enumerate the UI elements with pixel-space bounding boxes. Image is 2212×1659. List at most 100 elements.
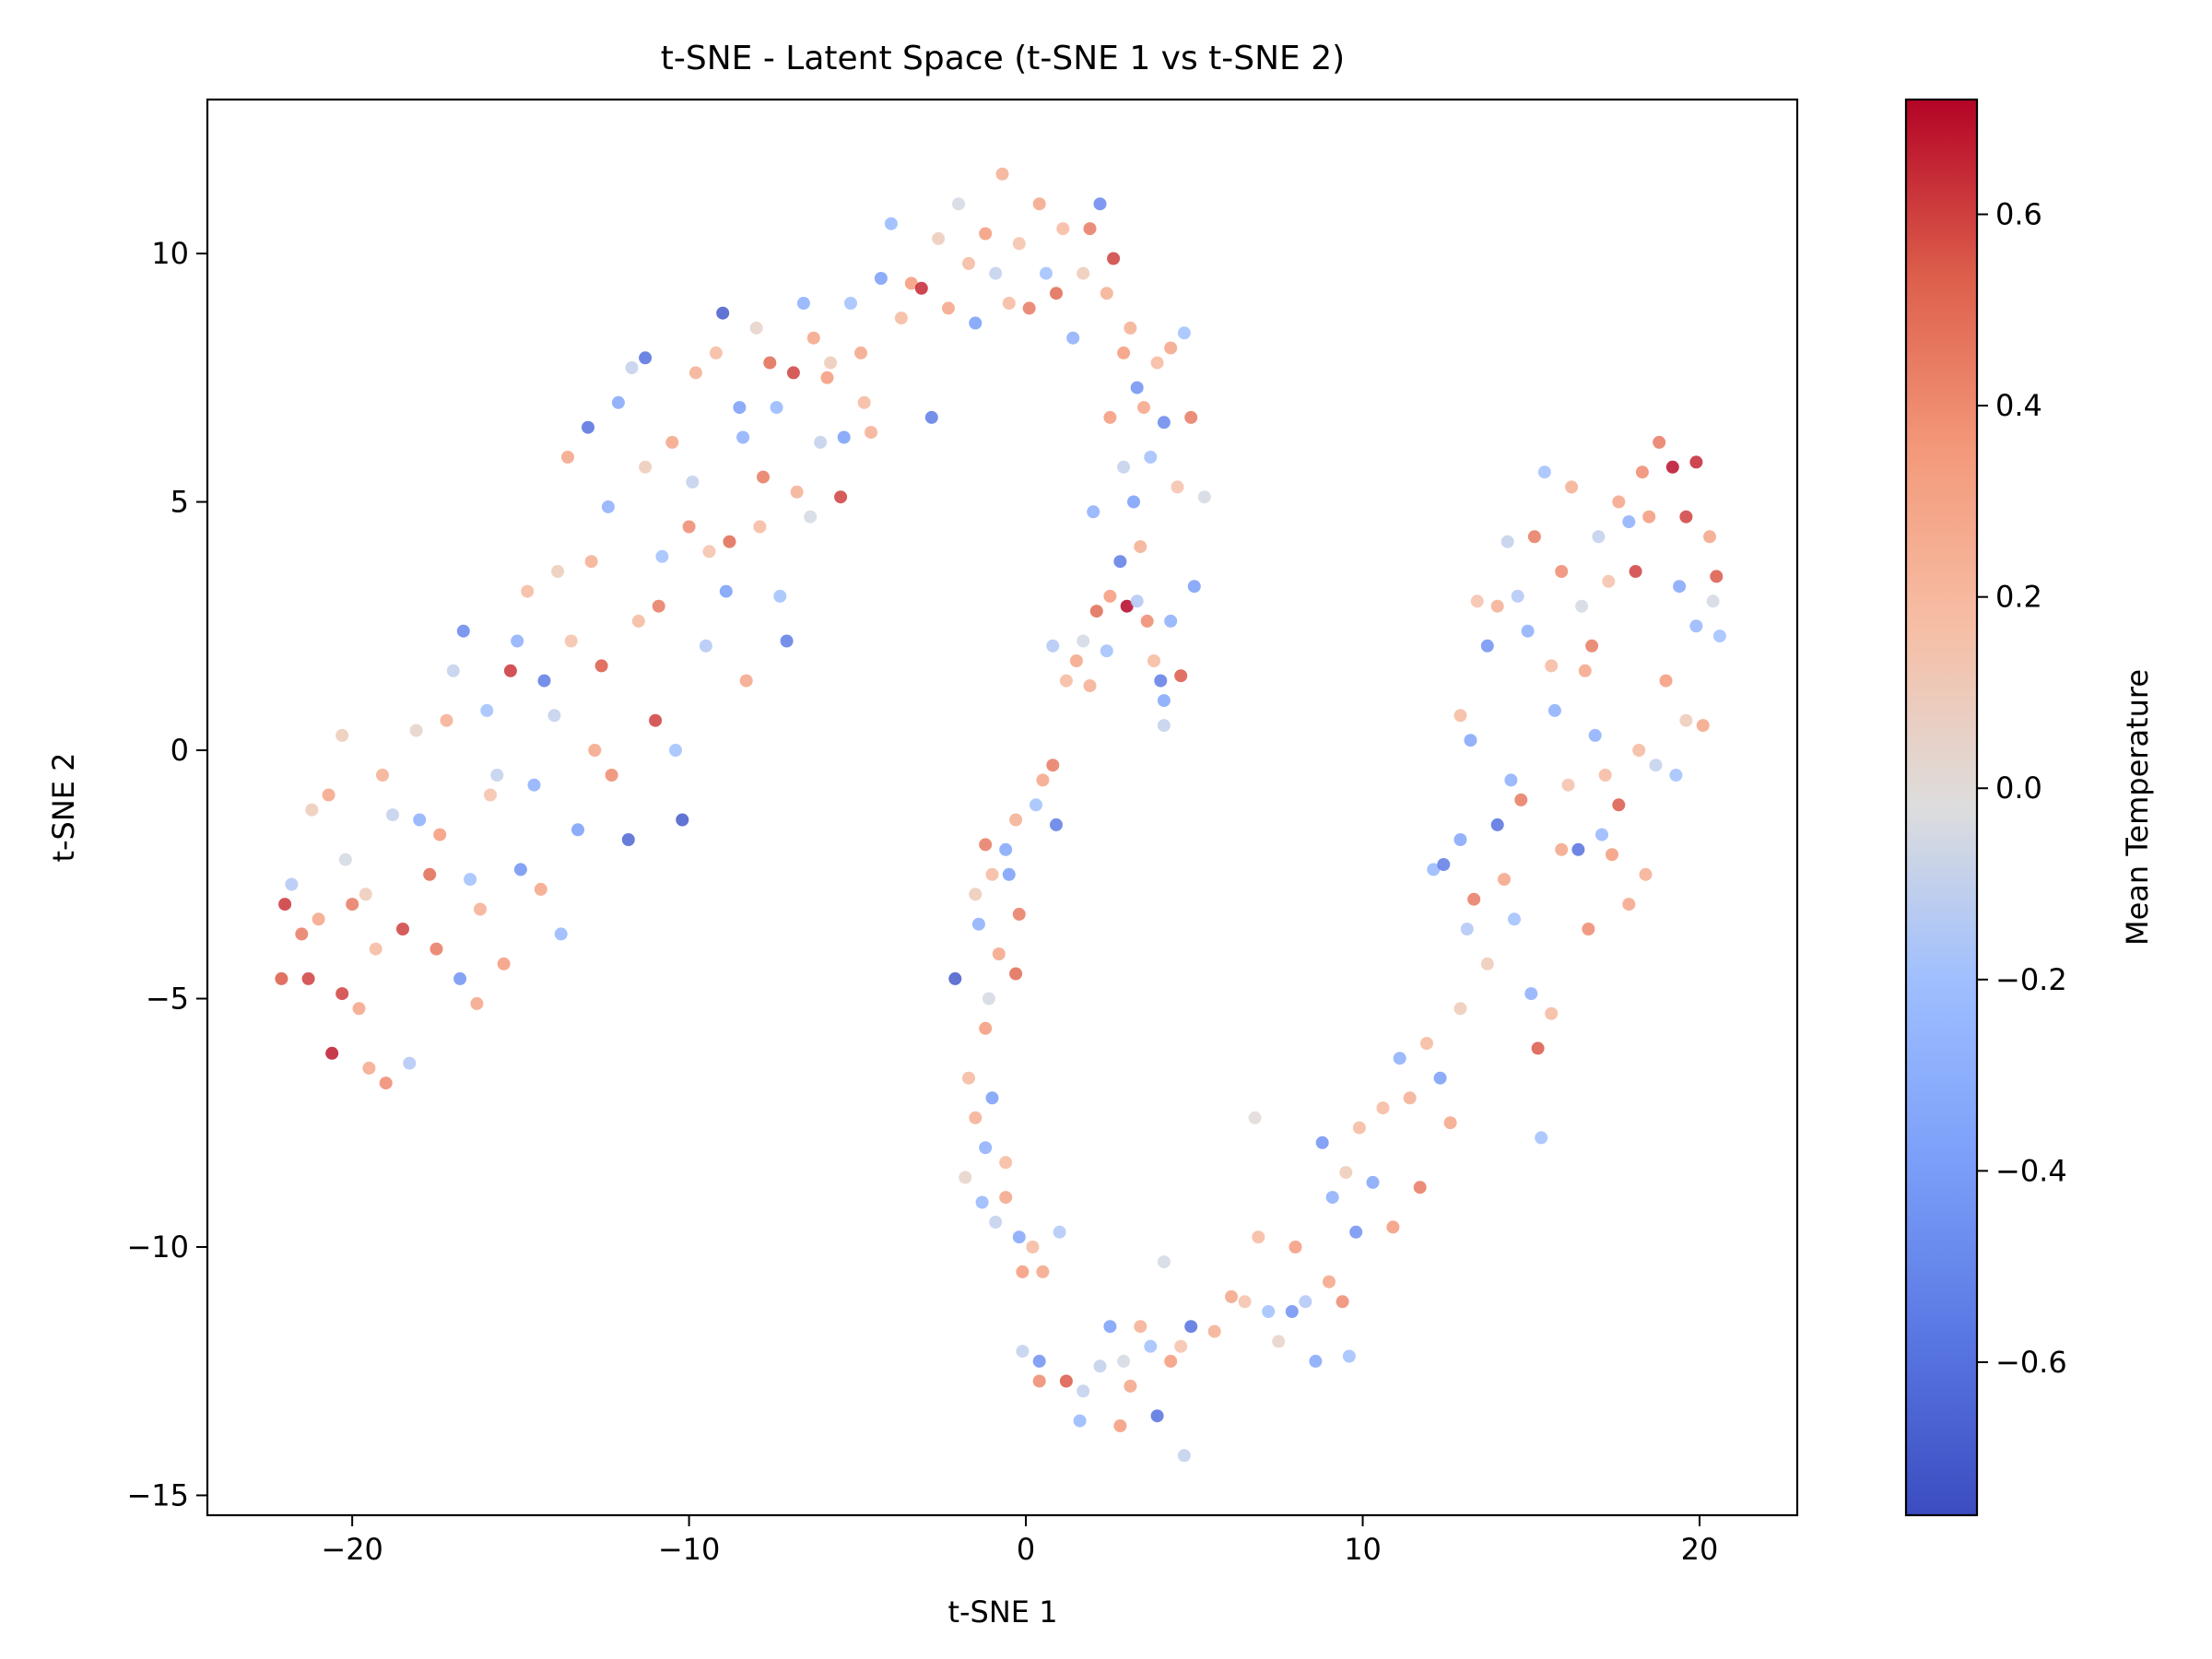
data-point: [1673, 580, 1687, 594]
data-point: [736, 430, 750, 444]
data-point: [904, 276, 918, 290]
data-point: [497, 957, 511, 971]
data-point: [753, 520, 767, 534]
data-point: [1225, 1289, 1238, 1303]
data-point: [1460, 923, 1474, 935]
data-point: [369, 942, 382, 956]
data-point: [1103, 1320, 1117, 1334]
data-point: [865, 426, 877, 440]
data-point: [665, 435, 679, 449]
data-point: [588, 744, 602, 757]
data-point: [1117, 460, 1131, 474]
data-point: [1184, 1320, 1198, 1334]
data-point: [1285, 1305, 1299, 1318]
data-point: [547, 709, 561, 723]
data-point: [335, 987, 349, 1001]
colorbar: [1904, 98, 1979, 1517]
data-point: [1703, 530, 1716, 544]
data-point: [962, 1071, 975, 1085]
data-point: [1059, 1374, 1073, 1388]
scatter-points: [275, 167, 1726, 1463]
data-point: [1696, 719, 1710, 733]
data-point: [702, 545, 716, 559]
data-point: [1113, 1419, 1127, 1432]
data-point: [749, 321, 763, 335]
data-point: [824, 356, 838, 370]
data-point: [723, 535, 736, 548]
data-point: [1403, 1091, 1417, 1105]
data-point: [1103, 589, 1117, 603]
data-point: [1056, 222, 1070, 236]
data-point: [1521, 624, 1535, 638]
data-point: [857, 395, 871, 409]
data-point: [1612, 495, 1626, 509]
data-point: [480, 703, 494, 717]
data-point: [1524, 987, 1538, 1001]
data-point: [1262, 1305, 1276, 1318]
data-point: [639, 460, 653, 474]
data-point: [1612, 798, 1626, 812]
data-point: [1480, 639, 1494, 653]
data-point: [1649, 759, 1663, 772]
data-point: [1127, 495, 1140, 509]
data-point: [362, 1061, 376, 1075]
data-point: [1022, 301, 1036, 315]
data-point: [1157, 1255, 1171, 1269]
data-point: [1453, 833, 1467, 846]
data-point: [1547, 703, 1561, 717]
data-point: [763, 356, 777, 370]
data-point: [1083, 679, 1097, 692]
data-point: [1157, 719, 1171, 733]
data-point: [971, 917, 985, 931]
data-point: [456, 624, 470, 638]
data-point: [1016, 1345, 1030, 1359]
data-point: [1171, 480, 1184, 494]
data-point: [834, 490, 848, 504]
data-point: [1588, 728, 1602, 742]
data-point: [992, 947, 1006, 960]
data-point: [1669, 769, 1683, 782]
data-point: [814, 435, 828, 449]
data-point: [780, 634, 794, 648]
data-point: [1325, 1191, 1339, 1205]
colorbar-tick-label: −0.2: [1995, 962, 2067, 997]
plot-frame: [206, 98, 1799, 1517]
data-point: [979, 1141, 993, 1155]
data-point: [733, 401, 747, 415]
data-point: [1016, 1265, 1030, 1278]
data-point: [346, 898, 359, 912]
data-point: [1349, 1225, 1363, 1239]
data-point: [1555, 842, 1569, 856]
data-point: [1622, 898, 1636, 912]
data-point: [305, 803, 319, 817]
data-point: [409, 724, 423, 737]
data-point: [564, 634, 578, 648]
data-point: [301, 971, 315, 985]
data-point: [1157, 416, 1171, 429]
data-point: [1124, 1379, 1137, 1393]
data-point: [1595, 828, 1608, 841]
data-point: [932, 231, 946, 245]
data-point: [1130, 594, 1144, 608]
data-point: [1464, 734, 1477, 747]
data-point: [757, 470, 770, 484]
data-point: [844, 297, 857, 310]
data-point: [1433, 1071, 1447, 1085]
data-point: [1453, 709, 1467, 723]
chart-title: t-SNE - Latent Space (t-SNE 1 vs t-SNE 2…: [661, 40, 1345, 77]
data-point: [1050, 818, 1063, 831]
data-point: [686, 476, 700, 488]
data-point: [952, 197, 965, 211]
data-point: [1490, 818, 1504, 831]
data-point: [1288, 1241, 1302, 1253]
data-point: [1150, 356, 1164, 370]
data-point: [1585, 639, 1599, 653]
data-point: [979, 227, 993, 241]
y-tick-label: 5: [171, 485, 189, 520]
y-tick-label: 10: [151, 236, 189, 271]
data-point: [1100, 644, 1113, 658]
data-point: [1420, 1037, 1433, 1050]
data-point: [1531, 1041, 1545, 1055]
data-point: [611, 395, 625, 409]
data-point: [770, 401, 783, 415]
